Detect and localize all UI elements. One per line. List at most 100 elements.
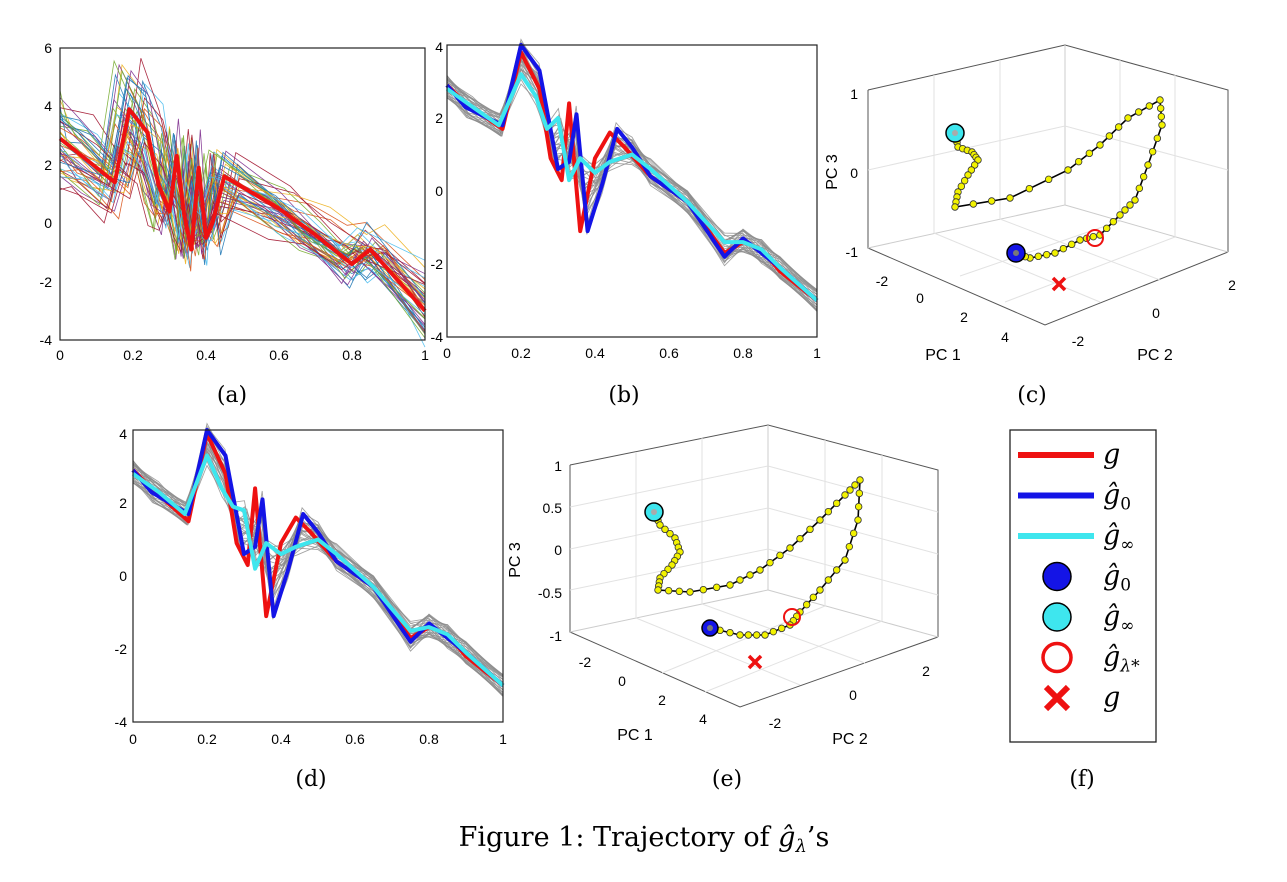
trajectory-point [802,600,811,609]
x-tick-label: 0.6 [269,347,289,363]
trajectory-point [746,571,754,579]
sample-curve [59,143,426,304]
x-tick-label: 0.2 [197,731,217,747]
pc3-tick-label: 1 [850,86,858,102]
trajectory-curve [446,53,818,312]
trajectory-curve [446,57,818,303]
trajectory-point [1116,211,1124,219]
panel-label: (e) [712,767,742,792]
sample-curve [59,144,426,299]
trajectory-point [726,628,734,637]
trajectory-point [776,551,784,560]
trajectory-curve [446,51,818,306]
pc1-tick-label: -2 [876,273,889,289]
trajectory-point [855,489,864,498]
trajectory-curve [446,60,818,306]
trajectory-point [756,566,764,574]
trajectory-point [1153,134,1162,143]
trajectory-curve [132,440,504,696]
trajectory-point [960,176,969,185]
trajectory-point [1042,250,1051,259]
trajectory-point [1145,102,1154,110]
trajectory-point [832,499,841,508]
legend-label: ĝ∞ [1103,601,1134,636]
trajectory-point [1064,166,1072,174]
trajectory-point [666,529,674,538]
trajectory-point [1126,201,1134,209]
panel-label: (b) [608,383,639,408]
trajectory-point [1148,147,1157,156]
trajectory-point [969,200,978,208]
trajectory-curve [446,63,818,308]
sample-curve [59,107,426,319]
trajectory-point [786,544,794,552]
axes-box [132,429,504,723]
trajectory-point [1085,149,1094,158]
g-cross-marker [1051,276,1067,292]
legend-label: g [1103,682,1120,713]
caption-suffix: ’s [807,822,829,853]
trajectory-curve [132,446,504,693]
panel-b: -4 -2 0 2 4 0 0.2 0.4 0.6 0.8 1 (b) [431,38,821,408]
trajectory-point [856,476,864,484]
x-tick-label: 0.2 [511,345,531,361]
x-tick-label: 0.4 [196,347,216,363]
pc3-tick-label: 0 [554,542,562,558]
sample-curve [59,58,426,318]
trajectory-curve [446,68,818,293]
trajectory-curve [132,422,504,696]
trajectory-point [699,585,708,594]
axes-box [59,47,426,341]
legend-circle-marker [1042,602,1072,632]
sample-curve [59,110,426,326]
x-tick-label: 0.4 [585,345,605,361]
trajectory-point [656,521,664,529]
trajectory-curve [132,432,504,697]
pc1-tick-labels: -2 0 2 4 [579,654,707,727]
pc3-tick-labels: 1 0 -1 [846,86,859,260]
legend-label: g [1103,439,1120,470]
panel-label: (f) [1069,767,1094,792]
trajectory-curve [132,443,504,691]
sample-curve [59,140,426,316]
trajectory-point [1124,114,1132,122]
trajectory-curve [446,58,818,311]
legend-ring-marker [1041,641,1073,674]
caption-subscript: λ [794,836,806,857]
trajectory-curve [132,441,504,688]
y-tick-label: 4 [119,426,127,442]
caption-prefix: Figure 1: Trajectory of [459,822,779,853]
pc2-tick-label: -2 [769,715,782,731]
trajectory-curve [132,458,504,676]
trajectory-point [752,631,761,639]
trajectory-point [769,627,778,636]
trajectory-point [777,624,786,633]
trajectory-point [957,182,966,191]
y-tick-label: -2 [115,641,128,657]
x-tick-label: 0.4 [271,731,291,747]
trajectory-curve [132,448,504,695]
y-tick-label: -4 [40,332,53,348]
trajectory-curve [132,427,504,694]
trajectory-point [675,587,684,596]
panel-c: 1 0 -1 -2 0 2 4 -2 0 2 PC 3 PC 1 PC 2 (c… [824,44,1236,408]
trajectory-curve [446,45,818,311]
pc1-tick-labels: -2 0 2 4 [876,273,1009,345]
trajectory-point [832,566,841,574]
trajectory-line [953,98,1163,259]
trajectory-point [1096,141,1104,149]
sample-curve [59,114,426,279]
trajectory-point [1134,108,1143,116]
trajectory-point [712,583,721,592]
g-hat-0-marker-center [1013,250,1019,256]
x-tick-label: 0 [129,731,137,747]
trajectory-point [1051,249,1059,257]
trajectory-point [951,203,959,211]
pc1-tick-label: 0 [916,290,924,306]
pc2-tick-labels: -2 0 2 [1072,277,1236,349]
trajectory-point [967,166,976,174]
trajectory-point [726,581,734,589]
sample-curve [59,123,426,309]
trajectory-point [1135,184,1144,193]
trajectory-curve [132,441,504,688]
